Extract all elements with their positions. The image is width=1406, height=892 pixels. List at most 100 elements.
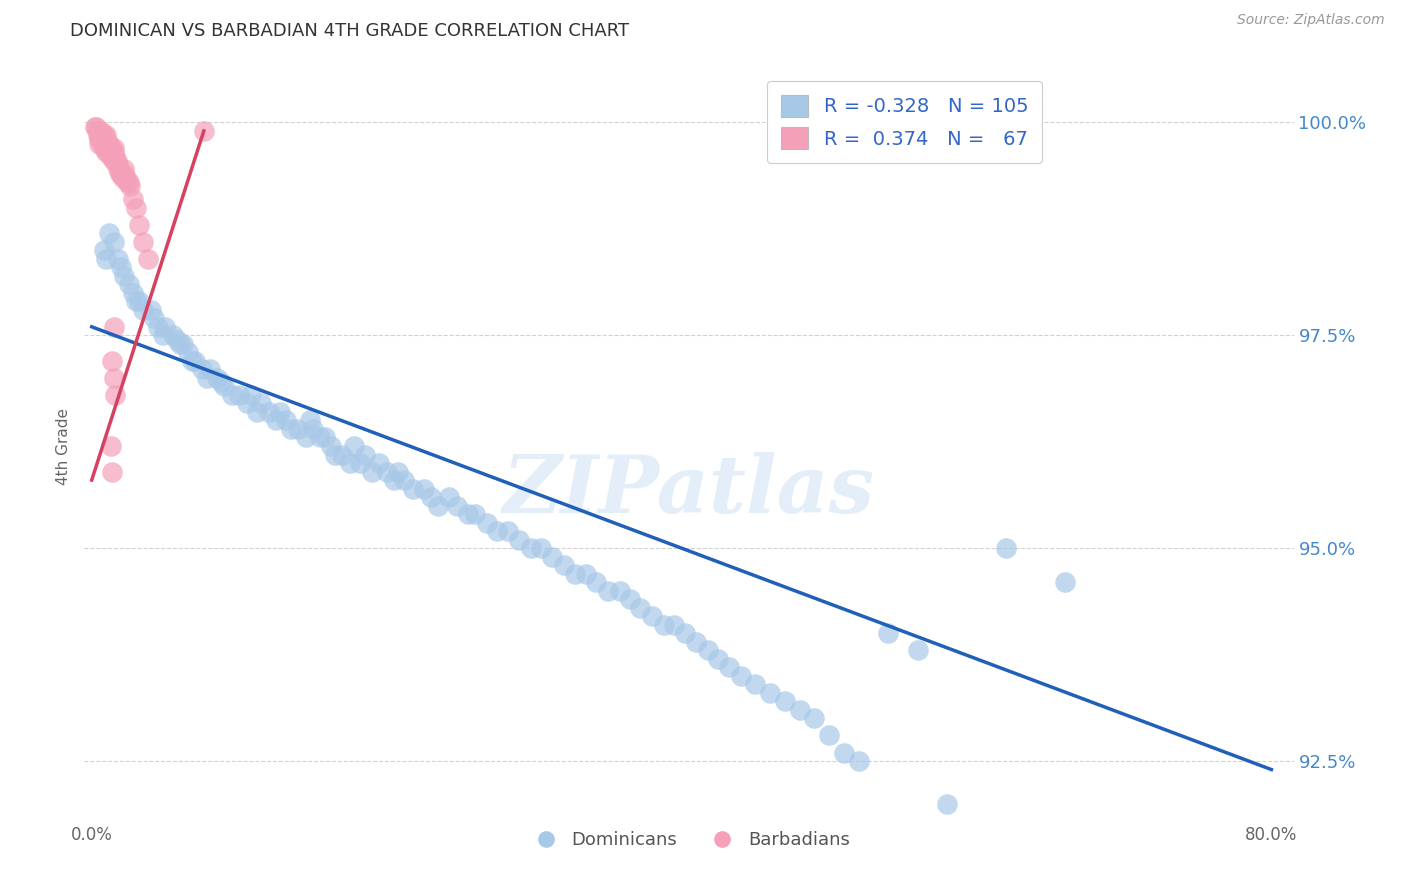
Point [155, 319, 177, 334]
Point [323, 448, 346, 462]
Point [540, 549, 562, 564]
Point [353, 448, 375, 462]
Point [136, 252, 159, 266]
Point [94, 141, 117, 155]
Point [437, 490, 460, 504]
Point [105, 153, 128, 168]
Point [198, 362, 221, 376]
Point [228, 388, 250, 402]
Point [104, 153, 127, 168]
Point [673, 626, 696, 640]
Point [412, 482, 434, 496]
Point [93, 243, 115, 257]
Point [427, 499, 450, 513]
Point [96, 136, 118, 151]
Point [91, 136, 114, 151]
Point [117, 277, 139, 292]
Point [832, 746, 855, 760]
Point [759, 686, 782, 700]
Point [87, 124, 110, 138]
Point [122, 192, 145, 206]
Point [664, 617, 686, 632]
Point [152, 328, 174, 343]
Point [91, 132, 114, 146]
Point [717, 660, 740, 674]
Point [103, 371, 125, 385]
Point [169, 336, 191, 351]
Point [87, 132, 110, 146]
Point [96, 132, 118, 146]
Point [100, 141, 122, 155]
Point [166, 333, 188, 347]
Point [112, 167, 135, 181]
Point [101, 465, 124, 479]
Point [877, 626, 900, 640]
Point [176, 345, 198, 359]
Point [93, 132, 115, 146]
Point [93, 128, 115, 143]
Point [707, 652, 730, 666]
Point [619, 592, 641, 607]
Point [302, 422, 325, 436]
Point [191, 362, 214, 376]
Point [361, 465, 384, 479]
Point [250, 396, 273, 410]
Point [115, 175, 138, 189]
Text: DOMINICAN VS BARBADIAN 4TH GRADE CORRELATION CHART: DOMINICAN VS BARBADIAN 4TH GRADE CORRELA… [70, 22, 630, 40]
Point [553, 558, 575, 573]
Point [184, 354, 207, 368]
Point [101, 149, 124, 163]
Point [848, 754, 870, 768]
Point [394, 473, 416, 487]
Point [128, 294, 150, 309]
Point [575, 566, 598, 581]
Point [132, 235, 155, 249]
Point [107, 162, 129, 177]
Point [110, 167, 132, 181]
Point [87, 136, 110, 151]
Point [162, 328, 184, 343]
Point [97, 145, 120, 160]
Point [221, 388, 243, 402]
Point [83, 120, 105, 134]
Point [1053, 575, 1076, 590]
Point [103, 145, 125, 160]
Point [104, 149, 127, 163]
Point [104, 388, 127, 402]
Point [93, 136, 115, 151]
Point [818, 729, 841, 743]
Point [257, 405, 280, 419]
Point [294, 430, 316, 444]
Point [609, 583, 631, 598]
Point [773, 694, 796, 708]
Point [235, 396, 257, 410]
Point [214, 379, 236, 393]
Point [125, 201, 148, 215]
Point [96, 128, 118, 143]
Point [685, 635, 707, 649]
Point [103, 319, 125, 334]
Point [314, 430, 336, 444]
Point [276, 413, 298, 427]
Point [280, 422, 302, 436]
Point [564, 566, 586, 581]
Point [652, 617, 675, 632]
Point [100, 439, 122, 453]
Point [181, 354, 204, 368]
Point [195, 371, 218, 385]
Point [98, 226, 121, 240]
Point [103, 235, 125, 249]
Point [332, 448, 354, 462]
Y-axis label: 4th Grade: 4th Grade [56, 408, 72, 484]
Point [96, 141, 118, 155]
Point [84, 120, 107, 134]
Point [936, 797, 959, 811]
Point [107, 158, 129, 172]
Point [309, 430, 332, 444]
Point [419, 490, 441, 504]
Point [730, 669, 752, 683]
Point [264, 413, 287, 427]
Point [100, 149, 122, 163]
Point [98, 141, 121, 155]
Point [803, 711, 825, 725]
